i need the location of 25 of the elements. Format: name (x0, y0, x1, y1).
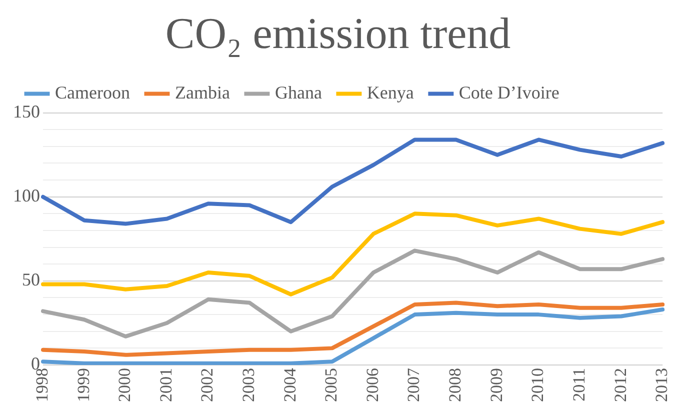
x-tick-label: 2007 (404, 368, 424, 402)
legend-label: Cameroon (55, 82, 130, 103)
x-tick-label: 2000 (115, 368, 134, 402)
x-tick-label: 2001 (156, 368, 176, 402)
x-tick-label: 2013 (652, 368, 672, 402)
x-tick-label: 1998 (32, 368, 52, 402)
x-tick-label: 2002 (198, 368, 217, 402)
legend-label: Kenya (366, 82, 414, 103)
x-tick-label: 2012 (610, 368, 630, 402)
x-tick-label: 2011 (569, 368, 588, 402)
legend-label: Zambia (174, 82, 230, 103)
x-tick-label: 1999 (74, 368, 93, 402)
x-tick-label: 2010 (528, 368, 548, 402)
x-tick-label: 2005 (322, 368, 341, 402)
x-tick-label: 2004 (280, 368, 300, 402)
y-tick-label: 100 (13, 186, 40, 206)
chart-title: CO₂ emission trend (165, 8, 511, 58)
legend-label: Ghana (274, 82, 322, 103)
x-tick-label: 2009 (486, 368, 506, 402)
y-tick-label: 150 (13, 102, 40, 122)
x-tick-label: 2008 (446, 368, 465, 402)
legend-label: Cote D’Ivoire (458, 82, 560, 103)
x-tick-label: 2003 (239, 368, 258, 402)
y-tick-label: 50 (22, 270, 40, 290)
x-tick-label: 2006 (362, 368, 382, 402)
